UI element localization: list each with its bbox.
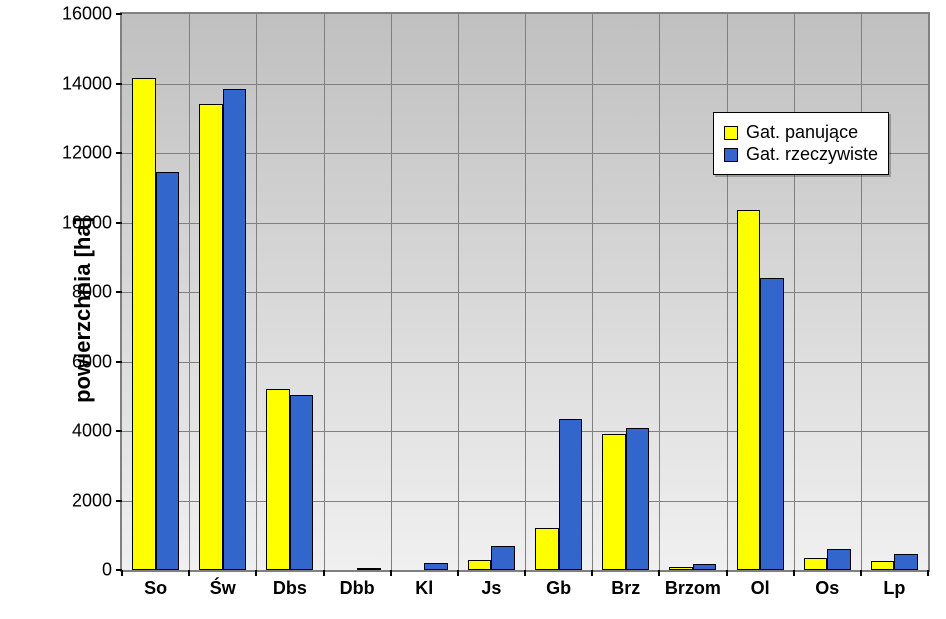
x-tick-label: Kl — [415, 578, 433, 599]
x-tick-label: Św — [210, 578, 236, 599]
y-tick-mark — [116, 13, 122, 15]
legend-label: Gat. rzeczywiste — [746, 144, 878, 165]
y-tick-mark — [116, 430, 122, 432]
legend-swatch — [724, 126, 738, 140]
x-tick-mark — [927, 570, 929, 576]
x-tick-label: Brzom — [665, 578, 721, 599]
category-separator — [324, 14, 325, 570]
bar — [669, 567, 693, 570]
y-tick-label: 16000 — [62, 4, 112, 25]
x-tick-mark — [591, 570, 593, 576]
y-tick-label: 14000 — [62, 73, 112, 94]
legend: Gat. panująceGat. rzeczywiste — [713, 112, 889, 175]
y-tick-mark — [116, 500, 122, 502]
x-tick-mark — [860, 570, 862, 576]
y-tick-label: 4000 — [72, 421, 112, 442]
bar — [804, 558, 828, 570]
bar — [871, 561, 895, 570]
x-tick-label: Lp — [883, 578, 905, 599]
y-tick-label: 0 — [102, 560, 112, 581]
category-separator — [256, 14, 257, 570]
bar — [156, 172, 180, 570]
category-separator — [659, 14, 660, 570]
x-tick-mark — [457, 570, 459, 576]
x-tick-mark — [793, 570, 795, 576]
x-tick-mark — [390, 570, 392, 576]
y-tick-label: 6000 — [72, 351, 112, 372]
y-tick-mark — [116, 291, 122, 293]
bar — [693, 564, 717, 570]
category-separator — [189, 14, 190, 570]
x-tick-label: Dbs — [273, 578, 307, 599]
legend-swatch — [724, 148, 738, 162]
category-separator — [861, 14, 862, 570]
x-tick-label: So — [144, 578, 167, 599]
y-tick-mark — [116, 83, 122, 85]
bar — [266, 389, 290, 570]
x-tick-mark — [255, 570, 257, 576]
category-separator — [794, 14, 795, 570]
y-tick-mark — [116, 222, 122, 224]
bar — [468, 560, 492, 570]
bar — [737, 210, 761, 570]
legend-item: Gat. panujące — [724, 122, 878, 143]
bar — [894, 554, 918, 570]
plot-area: 0200040006000800010000120001400016000SoŚ… — [120, 12, 930, 572]
bar — [223, 89, 247, 570]
x-tick-label: Js — [481, 578, 501, 599]
plot-inner — [122, 14, 928, 570]
x-tick-mark — [658, 570, 660, 576]
bar — [760, 278, 784, 570]
bar — [602, 434, 626, 570]
y-tick-label: 12000 — [62, 143, 112, 164]
y-tick-mark — [116, 361, 122, 363]
y-tick-mark — [116, 152, 122, 154]
bar — [491, 546, 515, 570]
category-separator — [391, 14, 392, 570]
x-tick-label: Ol — [751, 578, 770, 599]
bar — [626, 428, 650, 570]
x-tick-label: Os — [815, 578, 839, 599]
y-axis-label: powierzchnia [ha] — [70, 217, 96, 403]
x-tick-mark — [323, 570, 325, 576]
y-tick-label: 8000 — [72, 282, 112, 303]
category-separator — [727, 14, 728, 570]
bar — [132, 78, 156, 570]
x-tick-label: Gb — [546, 578, 571, 599]
y-tick-label: 10000 — [62, 212, 112, 233]
bar — [199, 104, 223, 570]
bar — [424, 563, 448, 570]
x-tick-mark — [121, 570, 123, 576]
bar — [827, 549, 851, 570]
bar — [290, 395, 314, 570]
x-tick-label: Dbb — [340, 578, 375, 599]
y-tick-label: 2000 — [72, 490, 112, 511]
bar — [559, 419, 583, 570]
x-tick-mark — [524, 570, 526, 576]
chart-container: powierzchnia [ha] 0200040006000800010000… — [0, 0, 946, 619]
legend-label: Gat. panujące — [746, 122, 858, 143]
bar — [357, 568, 381, 570]
category-separator — [525, 14, 526, 570]
category-separator — [458, 14, 459, 570]
x-tick-label: Brz — [611, 578, 640, 599]
category-separator — [592, 14, 593, 570]
bar — [535, 528, 559, 570]
legend-item: Gat. rzeczywiste — [724, 144, 878, 165]
x-tick-mark — [188, 570, 190, 576]
x-tick-mark — [726, 570, 728, 576]
